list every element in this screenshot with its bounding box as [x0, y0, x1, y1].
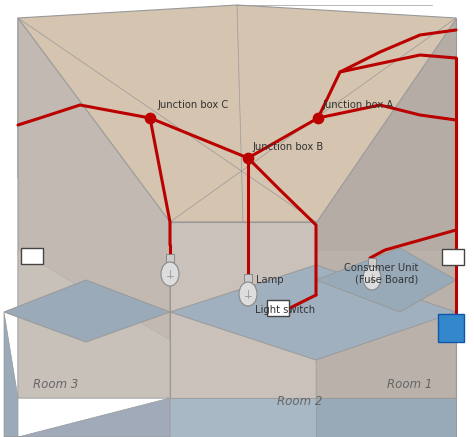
- FancyBboxPatch shape: [166, 254, 174, 262]
- Ellipse shape: [161, 262, 179, 286]
- Polygon shape: [18, 18, 170, 398]
- Polygon shape: [170, 398, 316, 437]
- Polygon shape: [18, 250, 170, 398]
- Ellipse shape: [363, 266, 381, 290]
- Text: Consumer Unit: Consumer Unit: [344, 263, 418, 273]
- Point: [314, 114, 322, 121]
- FancyBboxPatch shape: [442, 249, 464, 265]
- Text: Junction box A: Junction box A: [323, 100, 394, 110]
- Polygon shape: [4, 280, 170, 342]
- Polygon shape: [170, 265, 456, 360]
- Polygon shape: [4, 312, 18, 437]
- FancyBboxPatch shape: [21, 248, 43, 264]
- Text: Junction box B: Junction box B: [253, 142, 324, 152]
- Text: Light switch: Light switch: [255, 305, 315, 315]
- Polygon shape: [18, 5, 456, 222]
- FancyBboxPatch shape: [368, 258, 376, 266]
- Text: Room 1: Room 1: [387, 378, 433, 391]
- FancyBboxPatch shape: [438, 314, 464, 342]
- Polygon shape: [316, 18, 456, 398]
- Text: Lamp: Lamp: [256, 275, 283, 285]
- Polygon shape: [316, 250, 456, 398]
- FancyBboxPatch shape: [267, 300, 289, 316]
- Text: (Fuse Board): (Fuse Board): [355, 275, 418, 285]
- Text: Junction box C: Junction box C: [158, 100, 229, 110]
- Text: Room 2: Room 2: [277, 395, 323, 408]
- Ellipse shape: [239, 282, 257, 306]
- Point: [146, 114, 154, 121]
- Polygon shape: [316, 398, 456, 437]
- Polygon shape: [316, 248, 456, 312]
- Point: [244, 155, 252, 162]
- Polygon shape: [4, 398, 170, 437]
- Polygon shape: [170, 222, 316, 398]
- FancyBboxPatch shape: [244, 274, 252, 282]
- Text: Room 3: Room 3: [33, 378, 79, 391]
